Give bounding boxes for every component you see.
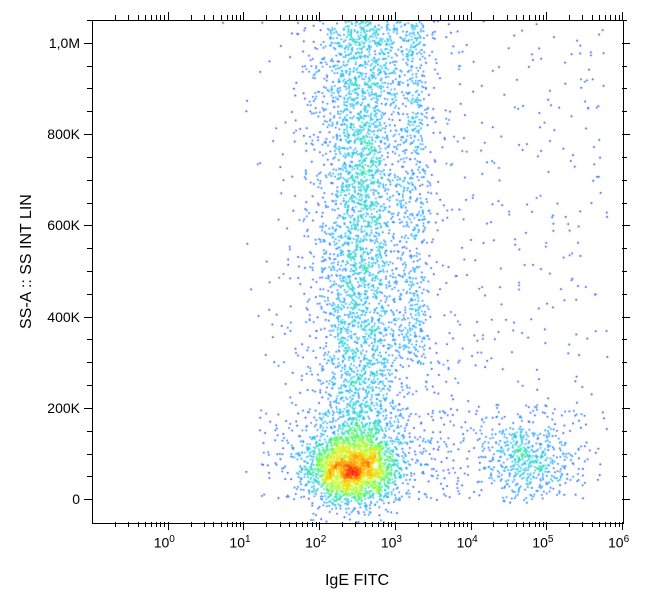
x-tick-label: 102 — [305, 534, 326, 551]
y-tick-label: 800K — [32, 126, 80, 142]
x-tick-label: 103 — [381, 534, 402, 551]
x-tick-label: 106 — [608, 534, 629, 551]
density-canvas — [93, 21, 623, 523]
y-tick-label: 200K — [32, 400, 80, 416]
y-tick-label: 600K — [32, 217, 80, 233]
y-tick-label: 1,0M — [32, 35, 80, 51]
x-tick-label: 105 — [532, 534, 553, 551]
y-tick-label: 0 — [32, 491, 80, 507]
x-axis-label: IgE FITC — [92, 572, 622, 590]
y-tick-label: 400K — [32, 309, 80, 325]
chart-wrapper: SS-A :: SS INT LIN IgE FITC 100101102103… — [0, 0, 650, 614]
plot-area — [92, 20, 624, 524]
x-tick-label: 101 — [229, 534, 250, 551]
x-tick-label: 104 — [457, 534, 478, 551]
x-tick-label: 100 — [154, 534, 175, 551]
